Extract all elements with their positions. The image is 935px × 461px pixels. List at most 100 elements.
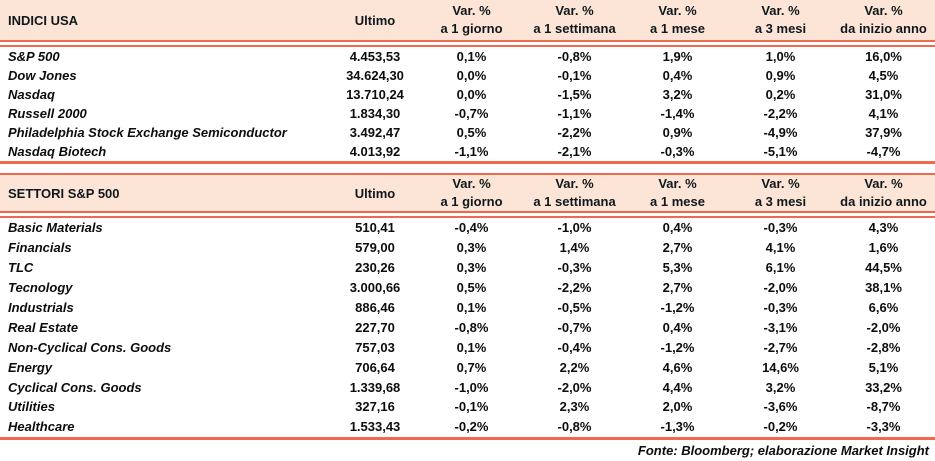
var-header-line1: Var. % [864, 176, 903, 191]
table-row: Healthcare 1.533,43 -0,2% -0,8% -1,3% -0… [0, 417, 935, 437]
header-double-rule [0, 211, 935, 218]
ultimo-value: 757,03 [355, 339, 395, 355]
row-label: Non-Cyclical Cons. Goods [8, 339, 172, 355]
var-1-giorno-value: -0,1% [454, 399, 489, 415]
row-label: Cyclical Cons. Goods [8, 379, 142, 395]
row-label: Russell 2000 [8, 106, 87, 121]
row-label: Nasdaq Biotech [8, 144, 107, 159]
table-row: Tecnology 3.000,66 0,5% -2,2% 2,7% -2,0%… [0, 278, 935, 298]
ultimo-value: 4.013,92 [349, 144, 401, 159]
var-1-settimana-value: 1,4% [559, 240, 590, 256]
table-title: SETTORI S&P 500 [8, 185, 120, 201]
var-column-header: Var. % a 1 settimana [523, 0, 626, 40]
table-settori-sp500: SETTORI S&P 500 Ultimo Var. % a 1 giorno… [0, 173, 935, 440]
table-title: INDICI USA [8, 12, 79, 28]
var-1-mese-value: 5,3% [662, 260, 693, 276]
table-body-indici-usa: S&P 500 4.453,53 0,1% -0,8% 1,9% 1,0% 16… [0, 47, 935, 164]
var-header-line1: Var. % [452, 3, 491, 18]
var-inizio-anno-value: 4,3% [868, 220, 899, 236]
var-header-line2: a 1 mese [650, 194, 705, 209]
var-1-giorno-value: 0,1% [456, 300, 487, 315]
var-1-giorno-value: 0,1% [456, 49, 487, 64]
ultimo-value: 706,64 [355, 359, 395, 375]
ultimo-value: 227,70 [355, 319, 395, 335]
var-1-mese-value: -1,4% [660, 106, 695, 121]
var-column-header: Var. % da inizio anno [832, 175, 935, 211]
table-row: Nasdaq Biotech 4.013,92 -1,1% -2,1% -0,3… [0, 142, 935, 161]
var-1-settimana-value: -2,0% [557, 379, 592, 395]
var-1-giorno-value: -1,0% [454, 379, 489, 395]
var-header-line1: Var. % [864, 3, 903, 18]
table-row: Non-Cyclical Cons. Goods 757,03 0,1% -0,… [0, 337, 935, 357]
table-row: Basic Materials 510,41 -0,4% -1,0% 0,4% … [0, 218, 935, 238]
var-3-mesi-value: 0,9% [765, 68, 796, 83]
var-1-giorno-value: 0,1% [456, 339, 487, 355]
var-1-giorno-value: -0,2% [454, 419, 489, 435]
table-row: Utilities 327,16 -0,1% 2,3% 2,0% -3,6% -… [0, 397, 935, 417]
table-row: TLC 230,26 0,3% -0,3% 5,3% 6,1% 44,5% [0, 258, 935, 278]
table-row: Financials 579,00 0,3% 1,4% 2,7% 4,1% 1,… [0, 238, 935, 258]
var-inizio-anno-value: 6,6% [868, 300, 899, 315]
row-label: Philadelphia Stock Exchange Semiconducto… [8, 125, 287, 140]
var-column-header: Var. % a 1 mese [626, 175, 729, 211]
column-header-ultimo: Ultimo [354, 185, 396, 201]
var-inizio-anno-value: 16,0% [865, 49, 902, 64]
var-header-line2: da inizio anno [840, 21, 927, 36]
table-row: Cyclical Cons. Goods 1.339,68 -1,0% -2,0… [0, 377, 935, 397]
var-1-giorno-value: -0,8% [454, 319, 489, 335]
var-inizio-anno-value: -4,7% [866, 144, 901, 159]
var-inizio-anno-value: 37,9% [865, 125, 902, 140]
var-1-giorno-value: -0,7% [454, 106, 489, 121]
var-3-mesi-value: -2,7% [763, 339, 798, 355]
table-indici-usa: INDICI USA Ultimo Var. % a 1 giorno Var.… [0, 0, 935, 164]
table-row: Industrials 886,46 0,1% -0,5% -1,2% -0,3… [0, 298, 935, 318]
var-1-giorno-value: 0,5% [456, 280, 487, 296]
var-3-mesi-value: 1,0% [765, 49, 796, 64]
row-label: Tecnology [8, 280, 73, 296]
var-1-settimana-value: 2,3% [559, 399, 590, 415]
var-1-settimana-value: -0,8% [557, 49, 592, 64]
var-header-line1: Var. % [658, 176, 697, 191]
var-1-settimana-value: -2,1% [557, 144, 592, 159]
ultimo-value: 1.339,68 [349, 379, 401, 395]
var-1-settimana-value: -1,5% [557, 87, 592, 102]
table-header-indici-usa: INDICI USA Ultimo Var. % a 1 giorno Var.… [0, 0, 935, 40]
var-1-mese-value: 0,4% [662, 220, 693, 236]
var-header-line2: a 1 mese [650, 21, 705, 36]
var-header-line1: Var. % [761, 3, 800, 18]
var-inizio-anno-value: 33,2% [865, 379, 902, 395]
ultimo-value: 13.710,24 [346, 87, 404, 102]
var-inizio-anno-value: 4,1% [868, 106, 899, 121]
ultimo-value: 886,46 [355, 300, 395, 315]
var-1-settimana-value: 2,2% [559, 359, 590, 375]
var-3-mesi-value: -2,2% [763, 106, 798, 121]
var-1-giorno-value: 0,7% [456, 359, 487, 375]
var-inizio-anno-value: 5,1% [868, 359, 899, 375]
var-3-mesi-value: -2,0% [763, 280, 798, 296]
var-1-mese-value: 2,7% [662, 240, 693, 256]
ultimo-value: 3.492,47 [349, 125, 401, 140]
var-header-line1: Var. % [658, 3, 697, 18]
var-3-mesi-value: 3,2% [765, 379, 796, 395]
column-header-ultimo: Ultimo [354, 12, 396, 28]
var-1-mese-value: 4,4% [662, 379, 693, 395]
var-column-header: Var. % a 1 giorno [420, 175, 523, 211]
ultimo-value: 327,16 [355, 399, 395, 415]
var-1-settimana-value: -2,2% [557, 125, 592, 140]
var-header-line2: a 3 mesi [754, 194, 807, 209]
var-inizio-anno-value: 4,5% [868, 68, 899, 83]
ultimo-value: 579,00 [355, 240, 395, 256]
var-3-mesi-value: -5,1% [763, 144, 798, 159]
var-inizio-anno-value: 38,1% [865, 280, 902, 296]
ultimo-value: 4.453,53 [349, 49, 401, 64]
var-3-mesi-value: -3,6% [763, 399, 798, 415]
table-row: Nasdaq 13.710,24 0,0% -1,5% 3,2% 0,2% 31… [0, 85, 935, 104]
var-1-settimana-value: -2,2% [557, 280, 592, 296]
ultimo-value: 510,41 [355, 220, 395, 236]
row-label: Basic Materials [8, 220, 103, 236]
var-header-line2: a 1 settimana [533, 21, 616, 36]
var-inizio-anno-value: 1,6% [868, 240, 899, 256]
row-label: Energy [8, 359, 53, 375]
row-label: S&P 500 [8, 49, 60, 64]
